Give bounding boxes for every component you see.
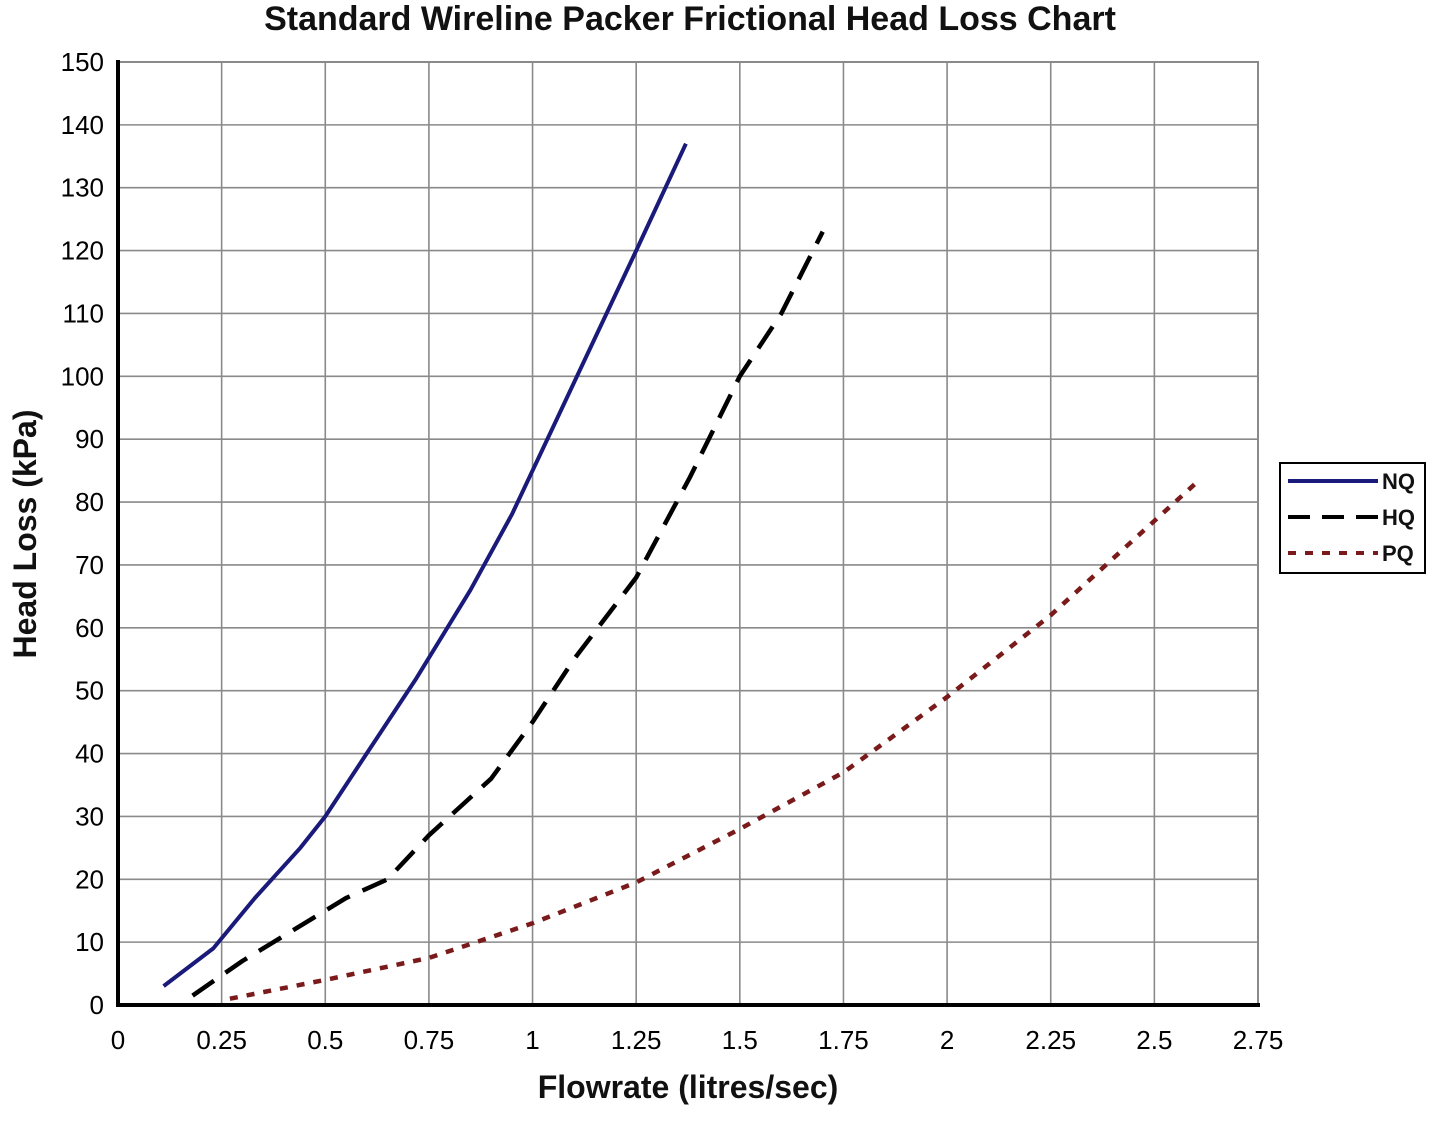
y-tick-label: 110	[63, 298, 104, 328]
y-tick-label: 130	[61, 173, 104, 203]
x-tick-label: 0.25	[196, 1025, 247, 1055]
x-tick-label: 2.5	[1136, 1025, 1172, 1055]
y-tick-labels: 0 10 20 30 40 50 60 70 80 90 100 110 120 130 140 150	[61, 47, 104, 1020]
y-tick-label: 0	[90, 990, 104, 1020]
chart-title: Standard Wireline Packer Frictional Head…	[264, 0, 1116, 38]
series-group	[162, 142, 1198, 1001]
plot-frame	[117, 61, 1259, 1006]
y-tick-label: 30	[75, 801, 104, 831]
x-tick-label: 0	[111, 1025, 125, 1055]
y-axis-title: Head Loss (kPa)	[7, 410, 43, 659]
x-tick-label: 1.75	[818, 1025, 869, 1055]
x-tick-label: 1.25	[611, 1025, 662, 1055]
legend: NQ HQ PQ	[1279, 462, 1426, 574]
series-line-hq	[191, 230, 825, 998]
y-tick-label: 140	[61, 110, 104, 140]
x-axis-title: Flowrate (litres/sec)	[538, 1069, 839, 1105]
y-tick-label: 20	[75, 864, 104, 894]
y-tick-label: 40	[75, 739, 104, 769]
y-tick-label: 80	[75, 487, 104, 517]
grid	[117, 61, 1259, 1006]
x-tick-label: 2.75	[1233, 1025, 1284, 1055]
y-tick-label: 60	[75, 613, 104, 643]
x-tick-label: 2.25	[1025, 1025, 1076, 1055]
y-tick-label: 50	[75, 676, 104, 706]
y-tick-label: 90	[75, 424, 104, 454]
y-tick-label: 150	[61, 47, 104, 77]
x-tick-labels: 0 0.25 0.5 0.75 1 1.25 1.5 1.75 2 2.25 2.5 2.75	[111, 1025, 1284, 1055]
legend-label-hq: HQ	[1382, 505, 1415, 530]
axes	[116, 60, 1260, 1007]
legend-label-pq: PQ	[1382, 541, 1414, 566]
x-tick-label: 0.75	[404, 1025, 455, 1055]
series-line-nq	[162, 142, 688, 988]
x-tick-label: 2	[940, 1025, 954, 1055]
x-tick-label: 1	[525, 1025, 539, 1055]
y-tick-label: 10	[75, 927, 104, 957]
series-line-pq	[229, 481, 1198, 1001]
x-tick-label: 0.5	[307, 1025, 343, 1055]
x-tick-label: 1.5	[722, 1025, 758, 1055]
legend-label-nq: NQ	[1382, 469, 1415, 494]
y-tick-label: 70	[75, 550, 104, 580]
y-tick-label: 120	[61, 236, 104, 266]
y-tick-label: 100	[61, 361, 104, 391]
